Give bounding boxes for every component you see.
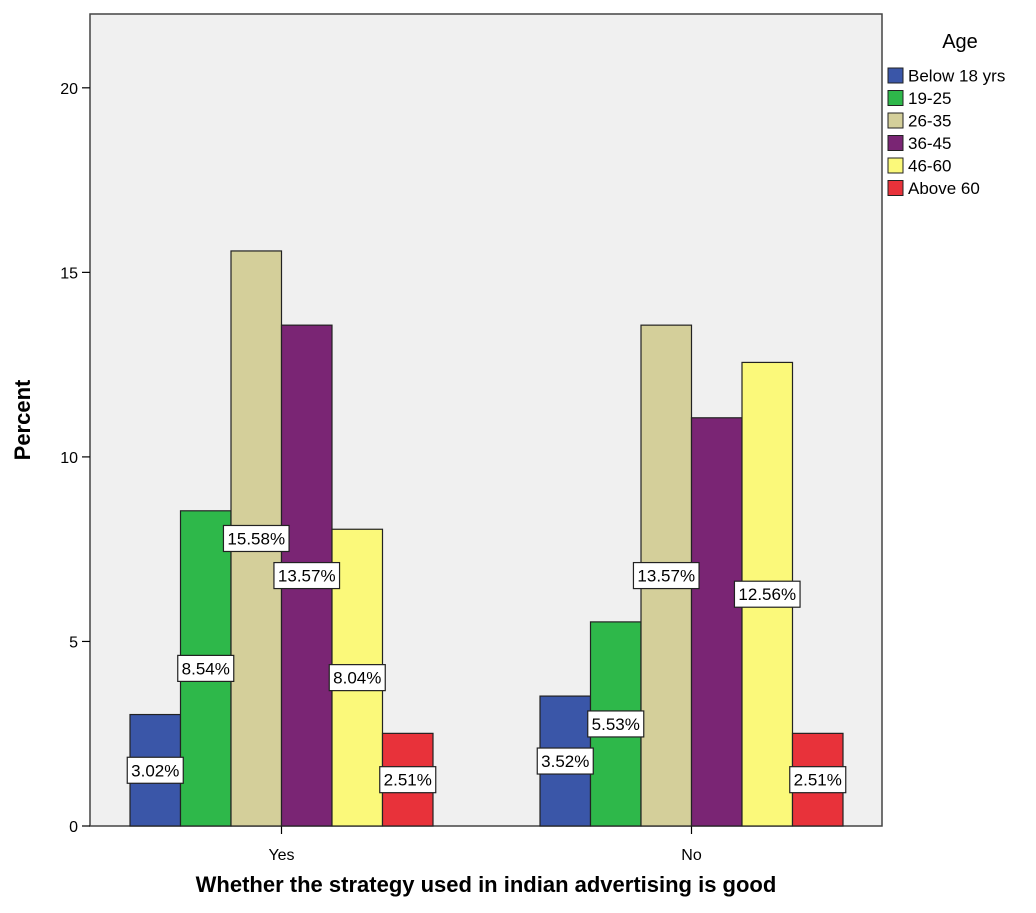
y-tick-label: 10 bbox=[60, 450, 78, 467]
y-axis-title: Percent bbox=[10, 379, 35, 460]
data-label: 8.54% bbox=[177, 654, 235, 682]
legend-swatch bbox=[887, 90, 904, 106]
legend-swatch bbox=[887, 157, 904, 174]
data-label: 3.02% bbox=[126, 756, 184, 784]
data-label-text: 2.51% bbox=[384, 771, 432, 790]
data-label-box bbox=[177, 654, 235, 682]
data-label: 12.56% bbox=[733, 580, 801, 608]
legend-label: Below 18 yrs bbox=[908, 67, 1005, 86]
data-label: 15.58% bbox=[222, 524, 290, 553]
legend-swatch bbox=[887, 112, 904, 129]
data-label: 8.04% bbox=[328, 664, 386, 692]
legend-item: 36-45 bbox=[887, 134, 951, 153]
legend-item: Below 18 yrs bbox=[887, 67, 1005, 86]
data-label-text: 8.04% bbox=[333, 669, 381, 688]
legend: Age Below 18 yrs 19-25 26-35 36-45 46-60 Abov… bbox=[887, 31, 1005, 198]
data-label-text: 8.54% bbox=[182, 659, 230, 678]
data-label: 5.53% bbox=[587, 710, 645, 738]
data-label-text: 3.02% bbox=[131, 761, 179, 780]
legend-item: 19-25 bbox=[887, 89, 951, 108]
y-tick-label: 0 bbox=[69, 819, 78, 836]
data-label-box bbox=[328, 664, 386, 692]
data-label-text: 13.57% bbox=[637, 567, 695, 586]
legend-label: Above 60 bbox=[908, 179, 980, 198]
data-label-box bbox=[789, 766, 847, 794]
data-label-box bbox=[379, 766, 437, 794]
data-label-text: 15.58% bbox=[227, 529, 285, 548]
x-tick-label: Yes bbox=[268, 847, 294, 864]
bar bbox=[690, 417, 743, 827]
y-tick-label: 15 bbox=[60, 265, 78, 282]
legend-label: 36-45 bbox=[908, 134, 951, 153]
data-label-box bbox=[587, 710, 645, 738]
legend-swatch bbox=[887, 67, 904, 84]
data-label-box bbox=[733, 580, 801, 608]
data-label-box bbox=[632, 561, 700, 590]
data-label-box bbox=[273, 561, 341, 590]
legend-item: 46-60 bbox=[887, 157, 951, 176]
y-axis: 0 5 10 15 20 bbox=[60, 81, 90, 836]
data-label-box bbox=[222, 524, 290, 553]
y-tick-label: 5 bbox=[69, 634, 78, 651]
data-label: 2.51% bbox=[789, 766, 847, 794]
data-label-text: 2.51% bbox=[794, 771, 842, 790]
legend-label: 46-60 bbox=[908, 157, 951, 176]
legend-label: 19-25 bbox=[908, 89, 951, 108]
legend-item: 26-35 bbox=[887, 112, 951, 131]
legend-title: Age bbox=[942, 31, 978, 53]
data-label-text: 12.56% bbox=[738, 585, 796, 604]
data-label-text: 13.57% bbox=[278, 567, 336, 586]
data-label: 2.51% bbox=[379, 766, 437, 794]
y-tick-label: 20 bbox=[60, 81, 78, 98]
data-label: 13.57% bbox=[273, 561, 341, 590]
legend-swatch bbox=[887, 180, 904, 196]
legend-label: 26-35 bbox=[908, 112, 951, 131]
data-label-text: 3.52% bbox=[541, 752, 589, 771]
x-axis: Yes No bbox=[268, 826, 702, 864]
data-label-text: 5.53% bbox=[592, 715, 640, 734]
data-labels: 3.02% 8.54% 15.58% 13.57% 8.04% 2.51% 3.52%5.5… bbox=[126, 524, 847, 794]
data-label-box bbox=[126, 756, 184, 784]
x-axis-title: Whether the strategy used in indian adve… bbox=[196, 872, 777, 897]
data-label: 13.57% bbox=[632, 561, 700, 590]
data-label-box bbox=[536, 747, 594, 775]
x-tick-label: No bbox=[681, 847, 702, 864]
legend-swatch bbox=[887, 135, 904, 151]
data-label: 3.52% bbox=[536, 747, 594, 775]
legend-item: Above 60 bbox=[887, 179, 980, 198]
